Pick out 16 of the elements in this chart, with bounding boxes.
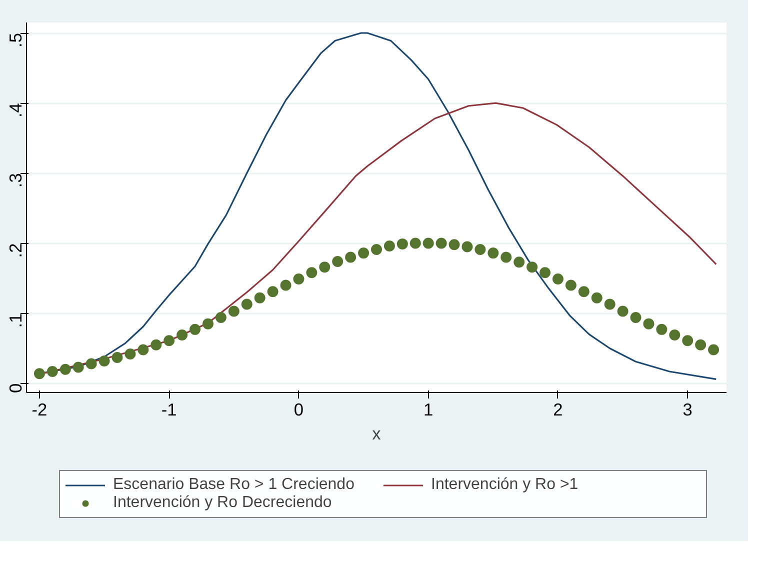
- legend-label: Escenario Base Ro > 1 Creciendo: [113, 476, 356, 494]
- x-tick-label: 1: [424, 400, 434, 420]
- x-axis-title: x: [372, 424, 382, 444]
- y-tick-label: .4: [6, 102, 26, 118]
- x-tick-label: -2: [32, 400, 48, 420]
- x-tick-label: 3: [682, 400, 692, 420]
- y-tick-label: .5: [6, 33, 26, 48]
- x-tick-label: 2: [553, 400, 563, 420]
- y-tick-label: .1: [6, 313, 26, 328]
- y-tick-label: .3: [6, 173, 26, 188]
- x-tick-label: 0: [294, 400, 304, 420]
- legend-label: Intervención y Ro >1: [431, 476, 580, 494]
- y-tick-label: .2: [6, 243, 26, 258]
- y-tick-label: 0: [6, 383, 26, 394]
- x-tick-label: -1: [161, 400, 177, 420]
- legend-label: Intervención y Ro Decreciendo: [113, 494, 333, 512]
